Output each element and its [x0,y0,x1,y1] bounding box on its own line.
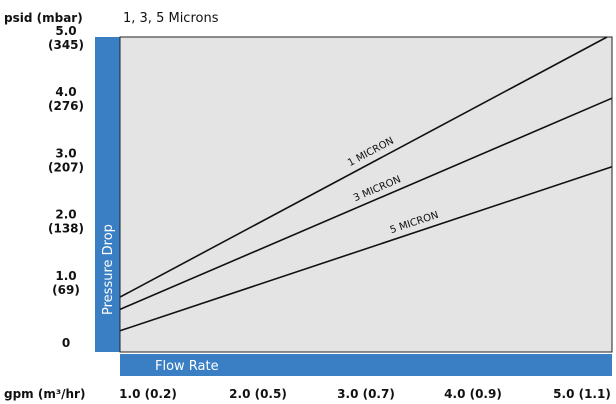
y-tick-label: 2.0 [55,208,76,222]
y-tick-sublabel: (345) [48,38,84,52]
chart-title: 1, 3, 5 Microns [123,11,219,26]
y-tick-sublabel: (276) [48,99,84,113]
x-tick-label: 1.0 (0.2) [119,387,177,401]
x-unit-label: gpm (m³/hr) [4,387,85,401]
x-axis-title: Flow Rate [155,359,219,374]
y-tick-sublabel: (69) [52,283,80,297]
x-axis-band [120,354,612,376]
x-tick-label: 2.0 (0.5) [229,387,287,401]
y-tick-sublabel: (207) [48,160,84,174]
y-tick-label: 3.0 [55,146,76,160]
y-axis-title: Pressure Drop [101,224,116,315]
y-tick-label: 5.0 [55,24,76,38]
y-tick-label: 4.0 [55,85,76,99]
series-line-1 [119,36,608,298]
x-tick-label: 5.0 (1.1) [553,387,611,401]
x-tick-layer: 1.0 (0.2) 2.0 (0.5) 3.0 (0.7) 4.0 (0.9) 5.0 … [119,387,611,401]
y-tick-label: 1.0 [55,269,76,283]
y-unit-label: psid (mbar) [4,11,83,25]
y-tick-label: 0 [62,336,70,350]
x-tick-label: 3.0 (0.7) [337,387,395,401]
series-line-2 [119,97,613,311]
y-tick-layer: 5.0(345) 4.0(276) 3.0(207) 2.0(138) 1.0(69) 0 [48,24,84,350]
plot-frame [119,36,613,353]
series-line-3 [119,165,613,332]
y-axis-band [95,37,120,352]
y-tick-sublabel: (138) [48,222,84,236]
x-tick-label: 4.0 (0.9) [444,387,502,401]
